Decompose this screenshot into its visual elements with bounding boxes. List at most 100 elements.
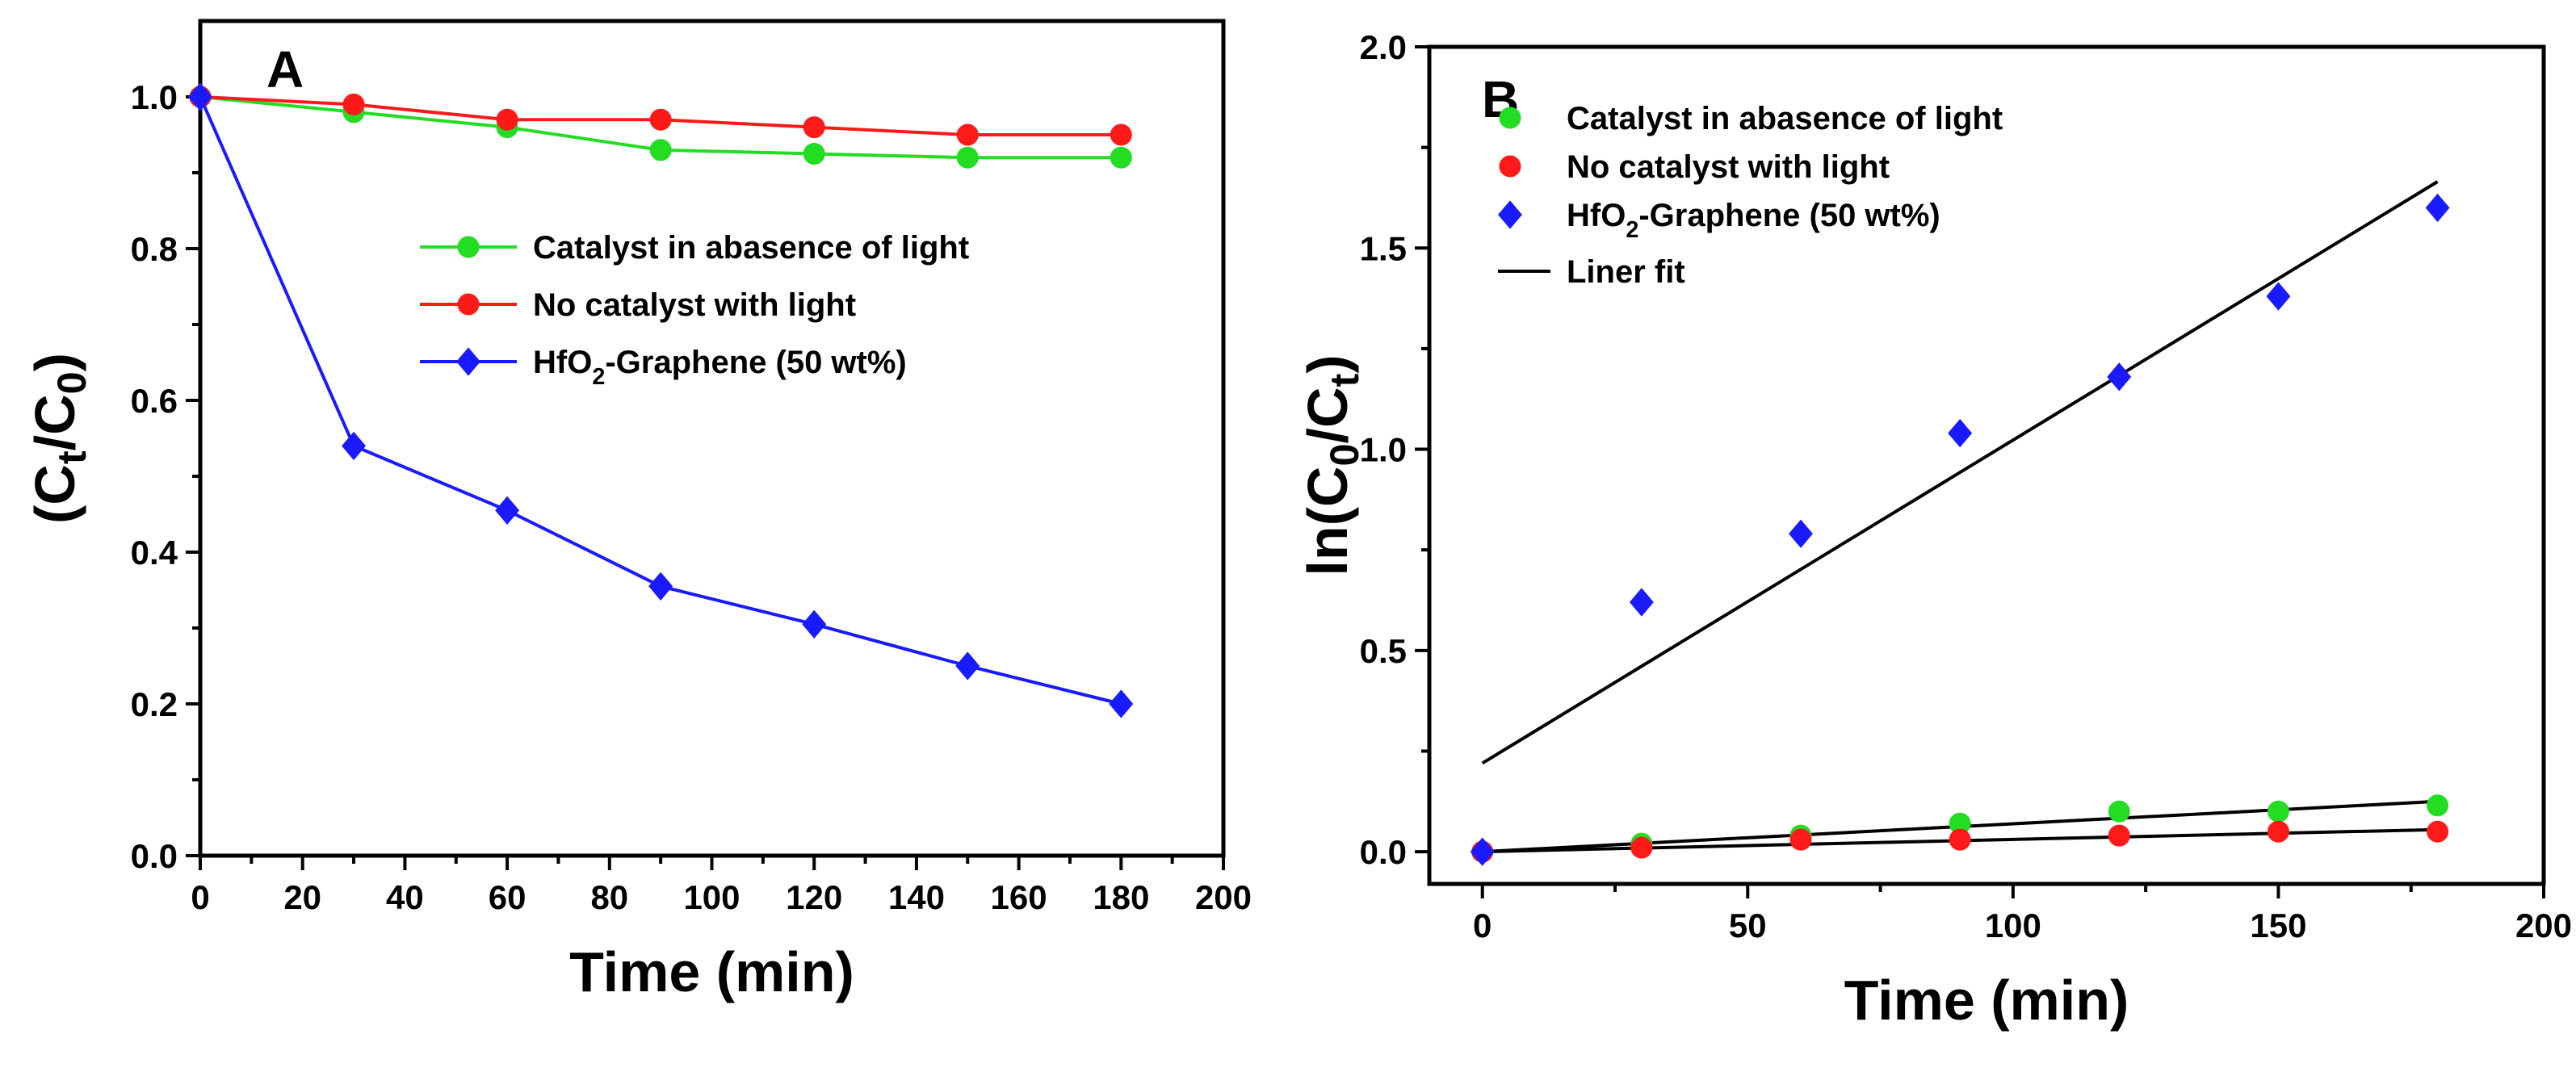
panel-a-data-point xyxy=(188,82,212,111)
panel-b-fit-line-0 xyxy=(1481,180,2439,765)
panel-a-y-axis-title-part-2: /C xyxy=(23,394,86,450)
panel-b-x-tick-label: 0 xyxy=(1473,907,1491,944)
panel-b-y-tick-label: 1.5 xyxy=(1360,229,1407,267)
panel-a-x-tick-label: 100 xyxy=(683,878,740,916)
panel-a-series-1 xyxy=(189,86,1132,146)
panel-b-legend-label: Catalyst in abasence of light xyxy=(1567,101,2003,136)
panel-a-x-tick-label: 80 xyxy=(590,878,628,916)
panel-a-y-tick-label: 0.0 xyxy=(131,837,178,875)
panel-a-chart: 0 20 40 60 80 100 120 140 160 180 2000.00.20.40.60… xyxy=(23,19,1252,1003)
panel-b-y-axis-title-part-0: ln(C xyxy=(1296,467,1359,576)
panel-a-y-tick-label: 0.2 xyxy=(131,685,178,723)
panel-b-series-0 xyxy=(1471,794,2449,863)
panel-a-legend: Catalyst in abasence of light No catalyst… xyxy=(420,230,969,390)
panel-a-x-tick-label: 140 xyxy=(888,878,945,916)
panel-b-data-point xyxy=(1789,828,1812,851)
panel-a-y-tick-label: 0.6 xyxy=(131,382,178,420)
panel-b-x-tick-label: 50 xyxy=(1729,907,1767,944)
panel-a-series-line-2 xyxy=(199,96,1122,706)
panel-a-data-point xyxy=(1110,146,1132,169)
panel-b-y-axis-title: ln(C0/Ct) xyxy=(1296,354,1367,576)
panel-b-y-axis-title-part-4: ) xyxy=(1296,354,1359,373)
panel-a-legend-label-part-0: HfO xyxy=(533,345,592,380)
panel-a-legend-label: HfO2-Graphene (50 wt%) xyxy=(533,345,907,390)
panel-a-data-point xyxy=(803,116,825,139)
panel-a-x-tick-label: 40 xyxy=(386,878,424,916)
panel-b-legend-label-part-2: -Graphene (50 wt%) xyxy=(1638,198,1940,233)
panel-b-y-axis-title-part-1: 0 xyxy=(1321,443,1367,466)
panel-a-x-tick-label: 0 xyxy=(191,878,209,916)
panel-a-data-point xyxy=(802,609,827,639)
panel-b-data-point xyxy=(1789,519,1813,548)
panel-a-legend-item-0: Catalyst in abasence of light xyxy=(420,230,969,266)
panel-a-data-point xyxy=(342,431,367,461)
panel-b-y-tick-label: 2.0 xyxy=(1360,28,1407,66)
panel-a-y-tick-label: 0.8 xyxy=(131,230,178,268)
panel-b-data-point xyxy=(2107,362,2132,392)
panel-b-series-2 xyxy=(1470,193,2450,866)
panel-b-y-axis-title-part-2: /C xyxy=(1296,387,1359,443)
panel-a-data-point xyxy=(495,496,520,525)
panel-a-y-axis-title-part-1: t xyxy=(48,450,94,464)
panel-a-x-tick-label: 60 xyxy=(489,878,527,916)
panel-b-legend-item-1: No catalyst with light xyxy=(1499,149,1890,185)
panel-a-x-tick-label: 20 xyxy=(283,878,321,916)
panel-a-data-point xyxy=(649,139,672,161)
panel-b-x-axis-title: Time (min) xyxy=(1844,969,2129,1032)
panel-a-y-axis-title: (Ct/C0) xyxy=(23,353,94,524)
panel-a-legend-marker xyxy=(457,293,480,316)
panel-b-data-point xyxy=(1629,588,1654,617)
panel-a-legend-label: Catalyst in abasence of light xyxy=(533,230,969,266)
panel-a-x-tick-label: 200 xyxy=(1195,878,1252,916)
panel-b-legend-marker xyxy=(1499,107,1521,129)
panel-b-data-point xyxy=(2425,193,2450,223)
panel-a-legend-label-part-1: 2 xyxy=(592,364,605,390)
panel-a-x-axis-title: Time (min) xyxy=(569,940,854,1003)
panel-b-y-tick-label: 0.0 xyxy=(1360,833,1407,871)
panel-b-legend-item-2: HfO2-Graphene (50 wt%) xyxy=(1498,198,1940,243)
panel-b-data-point xyxy=(1630,836,1653,859)
panel-a-legend-marker xyxy=(457,236,480,258)
panel-a-series-2 xyxy=(188,82,1134,718)
panel-b-legend-label-part-0: HfO xyxy=(1567,198,1626,233)
panel-b-data-point xyxy=(1470,837,1495,866)
panel-a-data-point xyxy=(496,108,518,131)
panel-b-legend-label-part-1: 2 xyxy=(1626,217,1638,243)
panel-b-legend-item-fit: Liner fit xyxy=(1498,254,1685,290)
panel-a-data-point xyxy=(648,572,673,601)
panel-a-legend-item-1: No catalyst with light xyxy=(420,287,856,323)
panel-b-x-tick-label: 200 xyxy=(2515,907,2572,944)
panel-a-data-point xyxy=(956,146,979,169)
panel-b-y-axis-title-part-3: t xyxy=(1321,373,1367,387)
panel-b-legend-label: No catalyst with light xyxy=(1567,149,1890,185)
panel-b-data-point xyxy=(2427,820,2449,843)
panel-a-data-point xyxy=(956,124,979,146)
panel-b-data-point xyxy=(1948,418,1973,448)
panel-b-data-point xyxy=(2266,282,2291,311)
panel-a-legend-marker xyxy=(456,347,480,376)
panel-a-data-point xyxy=(803,143,825,165)
panel-b-chart: 0 50 100 150 200 0.0 0.5 1.0 1.5 2.0 Time (min) ln(… xyxy=(1296,28,2572,1032)
panel-a-x-tick-label: 120 xyxy=(786,878,842,916)
panel-a-x-tick-label: 160 xyxy=(991,878,1047,916)
panel-a-y-tick-label: 1.0 xyxy=(131,78,178,116)
panel-a-y-tick-label: 0.4 xyxy=(131,534,178,572)
panel-b-data-point xyxy=(1949,828,1971,851)
panel-b-legend-marker xyxy=(1499,155,1521,178)
panel-b-plot-frame xyxy=(1427,44,2546,886)
panel-b-data-point xyxy=(2427,794,2449,817)
panel-a-data-point xyxy=(342,93,365,115)
panel-b-x-tick-label: 150 xyxy=(2250,907,2306,944)
panel-b-y-tick-label: 0.5 xyxy=(1360,632,1407,670)
panel-b-legend-label: HfO2-Graphene (50 wt%) xyxy=(1567,198,1940,243)
panel-b-data-point xyxy=(2108,800,2130,823)
panel-a-panel-label: A xyxy=(266,40,304,98)
panel-b-legend-marker xyxy=(1498,200,1522,229)
panel-a-legend-item-2: HfO2-Graphene (50 wt%) xyxy=(420,345,907,390)
panel-a-data-point xyxy=(1110,124,1132,146)
panel-a-legend-label-part-2: -Graphene (50 wt%) xyxy=(605,345,906,380)
panel-a-y-axis-title-part-4: ) xyxy=(23,353,86,371)
panel-a-data-point xyxy=(649,108,672,131)
panel-a-legend-label: No catalyst with light xyxy=(533,287,856,323)
